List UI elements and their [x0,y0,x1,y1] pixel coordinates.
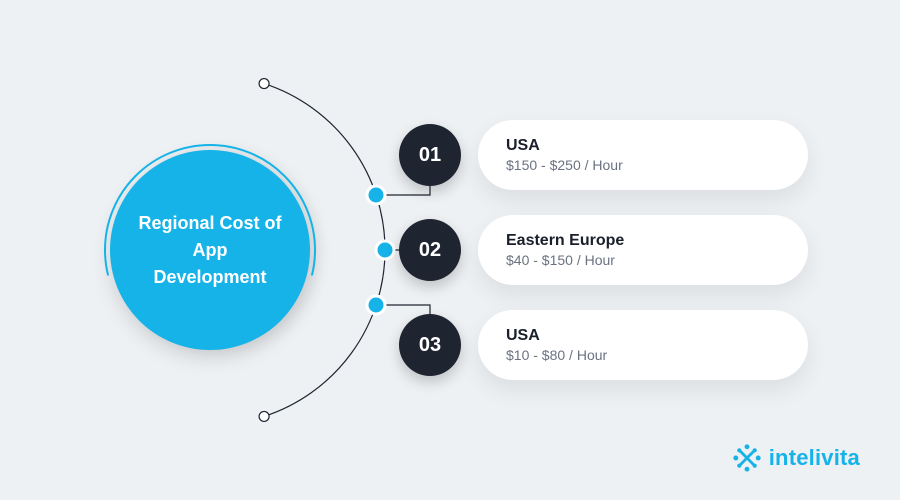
brand-text: intelivita [769,445,860,471]
number-badge-label: 03 [419,334,441,357]
number-badge: 02 [399,219,461,281]
main-circle-label: Regional Cost of App Development [134,210,286,291]
infographic-stage: Regional Cost of App Development USA $150… [0,0,900,500]
cost-pill: Eastern Europe $40 - $150 / Hour [478,215,808,285]
number-badge-label: 02 [419,239,441,262]
cost-pill: USA $10 - $80 / Hour [478,310,808,380]
brand-logo: intelivita [733,444,860,472]
pill-title: USA [506,327,808,345]
number-badge: 03 [399,314,461,376]
main-circle: Regional Cost of App Development [110,150,310,350]
number-badge: 01 [399,124,461,186]
pill-subtitle: $40 - $150 / Hour [506,252,808,268]
number-badge-label: 01 [419,144,441,167]
brand-icon [733,444,761,472]
pill-title: USA [506,137,808,155]
pill-subtitle: $150 - $250 / Hour [506,157,808,173]
pill-subtitle: $10 - $80 / Hour [506,347,808,363]
cost-pill: USA $150 - $250 / Hour [478,120,808,190]
pill-title: Eastern Europe [506,232,808,250]
